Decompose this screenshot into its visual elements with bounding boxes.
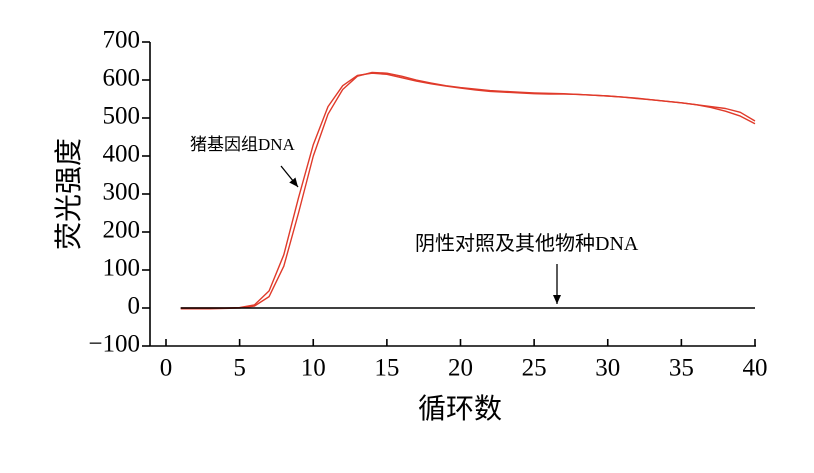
x-tick-label: 0 bbox=[160, 355, 173, 382]
y-tick-label: 600 bbox=[103, 65, 141, 92]
x-tick-label: 35 bbox=[669, 355, 694, 382]
y-tick-label: −100 bbox=[88, 331, 140, 358]
y-tick-label: 300 bbox=[103, 179, 141, 206]
y-axis-label: 荧光强度 bbox=[53, 138, 85, 250]
y-tick-label: 200 bbox=[103, 217, 141, 244]
y-tick-label: 400 bbox=[103, 141, 141, 168]
x-tick-label: 15 bbox=[374, 355, 399, 382]
y-tick-label: 0 bbox=[128, 293, 141, 320]
x-tick-label: 40 bbox=[743, 355, 768, 382]
annotation: 阴性对照及其他物种DNA bbox=[415, 232, 639, 255]
annotation: 猪基因组DNA bbox=[190, 135, 296, 154]
x-tick-label: 20 bbox=[448, 355, 473, 382]
y-tick-label: 700 bbox=[103, 27, 141, 54]
y-tick-label: 500 bbox=[103, 103, 141, 130]
x-tick-label: 5 bbox=[233, 355, 246, 382]
x-tick-label: 10 bbox=[301, 355, 326, 382]
x-tick-label: 30 bbox=[595, 355, 620, 382]
x-axis-label: 循环数 bbox=[418, 393, 502, 425]
series-line bbox=[180, 72, 756, 309]
annotation-arrow bbox=[280, 165, 299, 188]
series-line bbox=[180, 71, 756, 310]
x-tick-label: 25 bbox=[522, 355, 547, 382]
y-tick-label: 100 bbox=[103, 255, 141, 282]
